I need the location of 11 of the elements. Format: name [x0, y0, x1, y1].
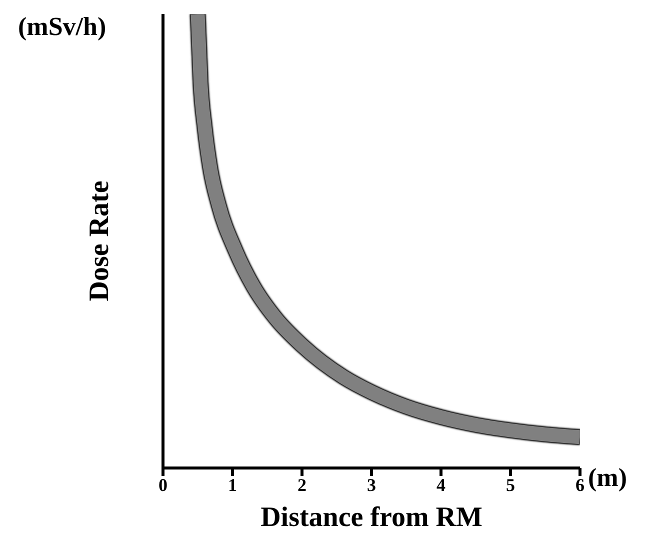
x-tick-label: 2: [298, 474, 306, 495]
x-tick-label: 3: [367, 474, 376, 495]
text: (mSv/h): [18, 12, 106, 42]
x-tick-label: 5: [506, 474, 515, 495]
x-axis-title: Distance from RM: [260, 502, 482, 533]
x-tick-label: 6: [576, 474, 584, 495]
x-tick-label: 1: [228, 474, 237, 495]
x-tick-label: 4: [436, 474, 446, 495]
y-axis-title: Dose Rate: [84, 180, 115, 302]
x-tick-label: 0: [158, 474, 168, 495]
text: (m): [588, 463, 627, 493]
